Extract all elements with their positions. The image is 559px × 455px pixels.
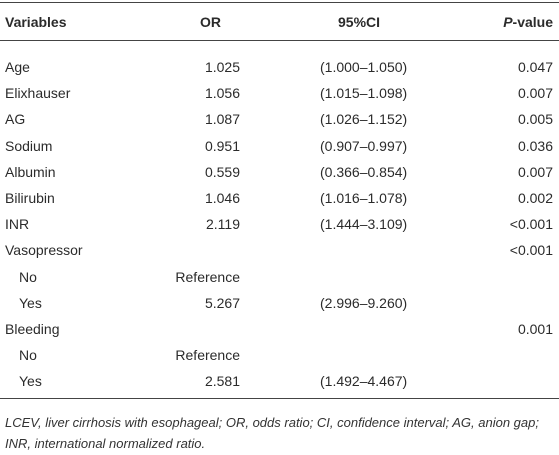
- table-cell: (1.015–1.098): [320, 85, 408, 102]
- table-cell: (1.026–1.152): [320, 111, 408, 128]
- header-text: P-value: [503, 14, 553, 30]
- header-cell: 95%CI: [338, 14, 381, 30]
- table-cell: 0.007: [517, 163, 553, 180]
- table-cell: No: [19, 268, 37, 285]
- table-cell: (0.366–0.854): [320, 163, 408, 180]
- table-row: No Reference: [0, 265, 559, 289]
- table-cell: (1.492–4.467): [320, 373, 408, 390]
- table-cell: (1.016–1.078): [320, 190, 408, 206]
- table-cell: (1.000–1.050): [320, 59, 408, 75]
- table-cell: (1.444–3.109): [320, 216, 408, 233]
- table-cell: 0.036: [517, 137, 553, 154]
- table-cell: 0.001: [517, 321, 553, 337]
- table-cell: Bilirubin: [5, 190, 55, 206]
- table-row: Yes 2.581 (1.492–4.467): [0, 369, 559, 393]
- table-cell: 0.007: [517, 85, 553, 102]
- bottom-rule: [0, 398, 559, 399]
- footnote: LCEV, liver cirrhosis with esophageal; O…: [5, 415, 539, 451]
- table-row: Vasopressor <0.001: [0, 238, 559, 262]
- header-cell: P-value: [503, 10, 553, 34]
- table-cell: 2.581: [204, 373, 240, 390]
- table-cell: Albumin: [5, 163, 56, 180]
- table-cell: Yes: [19, 373, 42, 390]
- table-cell: Sodium: [5, 137, 53, 154]
- table-cell: 1.046: [204, 190, 240, 206]
- header-cell: OR: [200, 14, 221, 30]
- table-cell: Age: [5, 59, 30, 75]
- table-row: No Reference: [0, 343, 559, 367]
- table-row: AG 1.087 (1.026–1.152) 0.005: [0, 107, 559, 131]
- table-cell: 0.005: [517, 111, 553, 128]
- table-cell: 0.047: [517, 59, 553, 75]
- header-rule: [0, 40, 559, 41]
- table-cell: 0.951: [204, 137, 240, 154]
- table-cell: 1.056: [204, 85, 240, 102]
- table-cell: (0.907–0.997): [320, 137, 408, 154]
- table-cell: INR: [5, 216, 30, 233]
- table-cell: 5.267: [204, 294, 240, 311]
- table-row: Bilirubin 1.046 (1.016–1.078) 0.002: [0, 186, 559, 210]
- table-row: Sodium 0.951 (0.907–0.997) 0.036: [0, 134, 559, 158]
- table-row: INR 2.119 (1.444–3.109) <0.001: [0, 212, 559, 236]
- table-row: Albumin 0.559 (0.366–0.854) 0.007: [0, 160, 559, 184]
- table-cell: <0.001: [509, 216, 553, 233]
- table-cell: 1.087: [204, 111, 240, 128]
- table-cell: Elixhauser: [5, 85, 71, 102]
- top-rule: [0, 2, 559, 3]
- table-row: Elixhauser 1.056 (1.015–1.098) 0.007: [0, 81, 559, 105]
- header-row: Variables OR 95%CI P-value: [0, 10, 559, 34]
- table-cell: 0.002: [517, 190, 553, 206]
- table-cell: Vasopressor: [5, 242, 83, 259]
- table-cell: (2.996–9.260): [320, 294, 408, 311]
- table-cell: No: [19, 347, 37, 364]
- table-cell: Reference: [175, 347, 240, 364]
- table-cell: <0.001: [509, 242, 553, 259]
- table-cell: AG: [5, 111, 26, 128]
- table-cell: 1.025: [204, 59, 240, 75]
- table-cell: Reference: [175, 268, 240, 285]
- table-row: Age 1.025 (1.000–1.050) 0.047: [0, 55, 559, 79]
- table-cell: 2.119: [206, 216, 240, 233]
- table-cell: 0.559: [204, 163, 240, 180]
- table-cell: Bleeding: [5, 321, 60, 337]
- header-cell: Variables: [5, 14, 67, 30]
- table-row: Bleeding 0.001: [0, 317, 559, 341]
- table-row: Yes 5.267 (2.996–9.260): [0, 291, 559, 315]
- table-cell: Yes: [19, 294, 42, 311]
